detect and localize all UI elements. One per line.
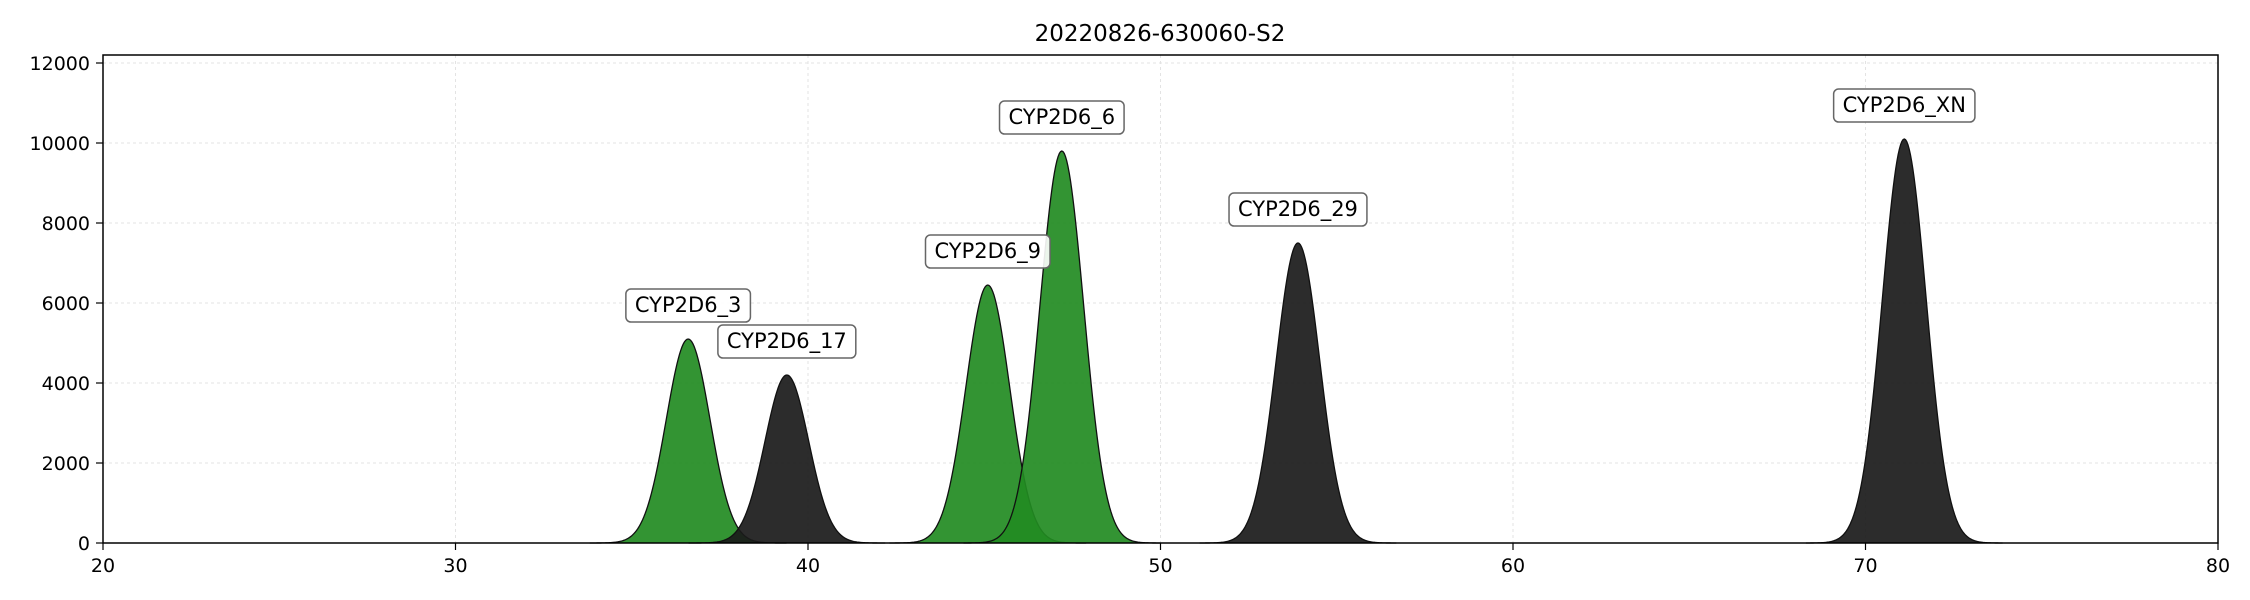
- peak-label-text: CYP2D6_XN: [1843, 93, 1966, 118]
- y-tick-label: 12000: [30, 53, 90, 75]
- peak-label-box: [717, 324, 857, 359]
- peak-label-box: [924, 234, 1051, 269]
- peak-label-box: [625, 288, 752, 323]
- x-tick-label: 40: [796, 555, 820, 577]
- peak-label-CYP2D6_3: CYP2D6_3: [625, 288, 752, 323]
- y-tick-label: 2000: [42, 453, 90, 475]
- peak-area-CYP2D6_17: [688, 375, 886, 543]
- peak-area-CYP2D6_29: [1199, 243, 1397, 543]
- peak-label-text: CYP2D6_29: [1238, 197, 1358, 222]
- peak-label-text: CYP2D6_17: [727, 329, 847, 354]
- chart-title: 20220826-630060-S2: [1035, 21, 1286, 47]
- peak-label-CYP2D6_6: CYP2D6_6: [998, 100, 1125, 135]
- peak-area-CYP2D6_6: [963, 151, 1161, 543]
- y-tick-label: 0: [78, 533, 90, 555]
- y-tick-label: 10000: [30, 133, 90, 155]
- x-tick-label: 30: [443, 555, 467, 577]
- peak-label-CYP2D6_17: CYP2D6_17: [717, 324, 857, 359]
- peak-label-text: CYP2D6_3: [635, 293, 742, 318]
- peaks: [589, 138, 2003, 544]
- x-tick-label: 60: [1501, 555, 1525, 577]
- x-tick-label: 20: [91, 555, 115, 577]
- y-tick-label: 6000: [42, 293, 90, 315]
- peak-label-text: CYP2D6_6: [1009, 105, 1116, 130]
- peak-area-CYP2D6_9: [889, 285, 1087, 543]
- peak-outline-CYP2D6_6: [963, 150, 1161, 544]
- peak-outline-CYP2D6_XN: [1805, 138, 2003, 544]
- peak-label-box: [1832, 88, 1976, 123]
- peak-label-text: CYP2D6_9: [935, 239, 1042, 264]
- peak-area-CYP2D6_3: [589, 339, 787, 543]
- peak-label-box: [1228, 192, 1368, 227]
- axis-ticks: 20 30 40 50 60 70 80 0 2000 4000 6000 8000 10000 1200…: [30, 53, 2231, 577]
- peak-area-CYP2D6_XN: [1805, 139, 2003, 543]
- peak-label-CYP2D6_9: CYP2D6_9: [924, 234, 1051, 269]
- y-tick-label: 4000: [42, 373, 90, 395]
- y-tick-label: 8000: [42, 213, 90, 235]
- x-tick-label: 50: [1148, 555, 1172, 577]
- peak-label-CYP2D6_29: CYP2D6_29: [1228, 192, 1368, 227]
- peak-label-box: [998, 100, 1125, 135]
- peak-label-CYP2D6_XN: CYP2D6_XN: [1832, 88, 1976, 123]
- peak-outline-CYP2D6_29: [1199, 242, 1397, 544]
- x-tick-label: 80: [2206, 555, 2230, 577]
- x-tick-label: 70: [1853, 555, 1877, 577]
- peak-labels: CYP2D6_3 CYP2D6_17 CYP2D6_9 CYP2D6_6 CYP2D6_…: [625, 88, 1976, 359]
- peak-outline-CYP2D6_17: [688, 374, 886, 544]
